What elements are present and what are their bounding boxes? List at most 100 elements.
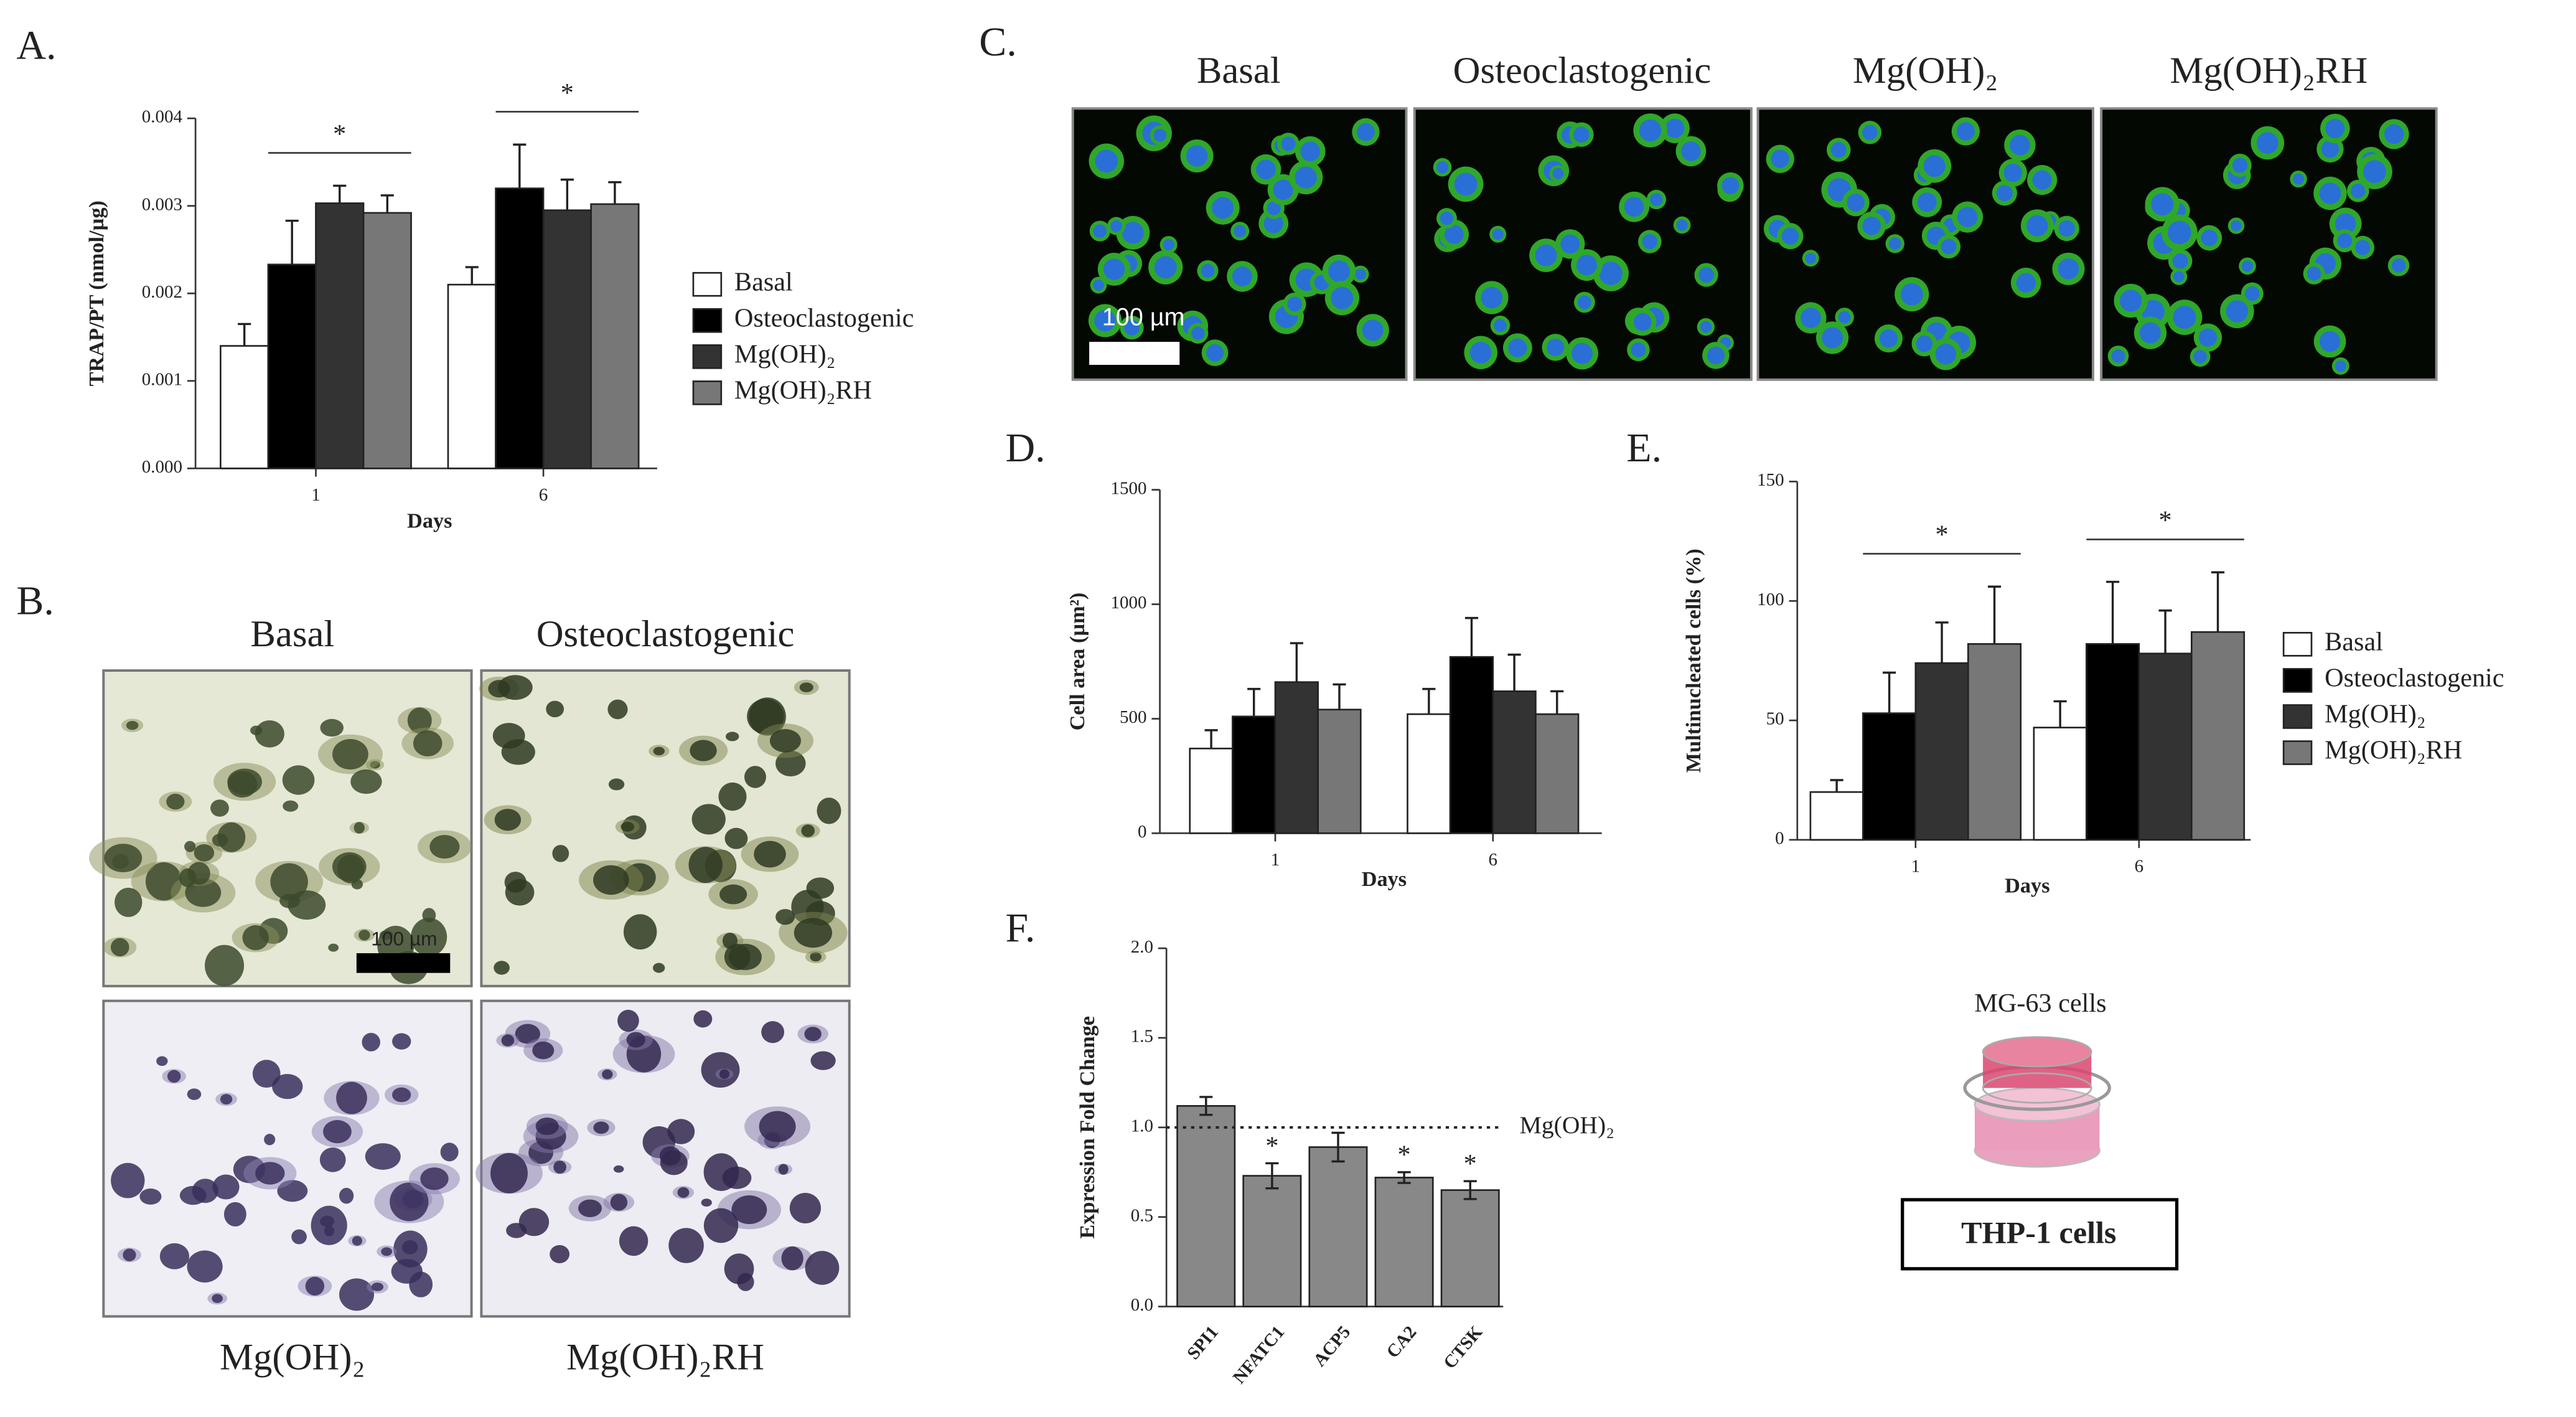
y-tick-label: 1000 bbox=[1110, 593, 1146, 613]
nucleus bbox=[1862, 125, 1878, 140]
cell bbox=[339, 1187, 354, 1204]
nucleus bbox=[1552, 167, 1564, 179]
cell bbox=[754, 840, 786, 868]
legend-swatch bbox=[692, 271, 723, 297]
nucleus bbox=[2242, 260, 2253, 272]
image-title: Mg(OH)₂ bbox=[1853, 50, 1998, 92]
cell bbox=[381, 1247, 393, 1256]
nucleus bbox=[1830, 142, 1847, 158]
nucleus bbox=[2120, 290, 2142, 312]
nucleus bbox=[1481, 286, 1503, 309]
cell bbox=[804, 1027, 822, 1042]
cell bbox=[187, 1250, 223, 1283]
cell bbox=[805, 1251, 840, 1285]
cell bbox=[264, 1134, 276, 1146]
cell bbox=[719, 1069, 730, 1080]
y-tick-label: 0 bbox=[1138, 822, 1147, 842]
scale-bar-label: 100 µm bbox=[371, 927, 437, 949]
cell bbox=[492, 723, 525, 749]
nucleus bbox=[2245, 286, 2260, 301]
cell bbox=[123, 1248, 136, 1261]
nucleus bbox=[2351, 184, 2366, 199]
bar bbox=[1308, 1146, 1368, 1307]
cell bbox=[320, 718, 344, 737]
cell bbox=[392, 1087, 411, 1103]
nucleus bbox=[1331, 286, 1354, 309]
cell bbox=[352, 1236, 363, 1246]
image-title: Basal bbox=[1197, 50, 1281, 92]
nucleus bbox=[2201, 229, 2218, 247]
cell bbox=[291, 1229, 307, 1245]
nucleus bbox=[2026, 215, 2048, 237]
nucleus bbox=[1234, 225, 1246, 238]
cell bbox=[255, 1162, 285, 1185]
nucleus bbox=[2010, 134, 2030, 156]
cell bbox=[806, 877, 835, 899]
bar bbox=[267, 263, 317, 469]
nucleus bbox=[1469, 341, 1492, 364]
panel-label: E. bbox=[1626, 425, 1662, 471]
nucleus bbox=[1436, 161, 1449, 174]
nucleus bbox=[1201, 263, 1215, 278]
bar bbox=[1967, 643, 2022, 841]
nucleus bbox=[2335, 213, 2356, 235]
nucleus bbox=[1300, 141, 1320, 162]
nucleus bbox=[1573, 126, 1590, 143]
cell bbox=[817, 798, 841, 824]
nucleus bbox=[1862, 216, 1881, 235]
cell bbox=[550, 1245, 570, 1264]
y-tick-label: 0.0 bbox=[1131, 1295, 1153, 1315]
cell bbox=[623, 914, 657, 950]
legend-label: Basal bbox=[734, 267, 793, 296]
nucleus bbox=[1631, 342, 1646, 357]
legend-label: Osteoclastogenic bbox=[734, 303, 914, 332]
y-tick-label: 0.001 bbox=[142, 369, 182, 389]
bar bbox=[1809, 791, 1864, 841]
cell bbox=[350, 769, 382, 794]
y-tick-label: 150 bbox=[1757, 470, 1784, 490]
significance-marker: * bbox=[1265, 1131, 1278, 1160]
nucleus bbox=[1547, 338, 1565, 357]
cell bbox=[693, 1010, 713, 1028]
cell bbox=[759, 1111, 796, 1142]
micrographs-b bbox=[89, 669, 851, 1318]
cell bbox=[535, 1117, 559, 1136]
cell bbox=[518, 1208, 550, 1236]
bar bbox=[2033, 727, 2087, 841]
cell bbox=[691, 804, 726, 835]
cell bbox=[794, 918, 833, 948]
cell bbox=[494, 809, 522, 831]
bar bbox=[495, 187, 545, 469]
bar bbox=[1535, 713, 1580, 834]
nucleus bbox=[1154, 256, 1177, 279]
nucleus bbox=[1633, 313, 1652, 331]
nucleus bbox=[1822, 327, 1843, 349]
legend-swatch bbox=[692, 308, 723, 333]
nucleus bbox=[1295, 166, 1317, 189]
nucleus bbox=[1900, 283, 1923, 306]
nucleus bbox=[2003, 163, 2022, 182]
y-tick-label: 500 bbox=[1120, 707, 1147, 727]
cell bbox=[810, 952, 822, 962]
y-tick-label: 0.002 bbox=[142, 282, 182, 302]
nucleus bbox=[1935, 344, 1957, 365]
bar bbox=[1317, 708, 1362, 834]
scale-bar-label: 100 µm bbox=[1102, 304, 1185, 331]
diagram-label: THP-1 cells bbox=[1961, 1215, 2116, 1250]
nucleus bbox=[1232, 266, 1253, 287]
nucleus bbox=[1508, 338, 1527, 357]
legend-swatch bbox=[692, 344, 723, 369]
nucleus bbox=[1771, 149, 1789, 168]
nucleus bbox=[2321, 140, 2339, 158]
cell bbox=[501, 1034, 515, 1047]
nucleus bbox=[1599, 261, 1623, 285]
nucleus bbox=[1847, 194, 1865, 212]
bar bbox=[1449, 656, 1494, 834]
cell bbox=[205, 944, 245, 986]
bar bbox=[1492, 690, 1537, 834]
cell bbox=[420, 1167, 449, 1190]
cell bbox=[184, 840, 196, 852]
cell bbox=[104, 844, 143, 873]
panel-label: D. bbox=[1005, 425, 1045, 471]
nucleus bbox=[2016, 273, 2036, 293]
